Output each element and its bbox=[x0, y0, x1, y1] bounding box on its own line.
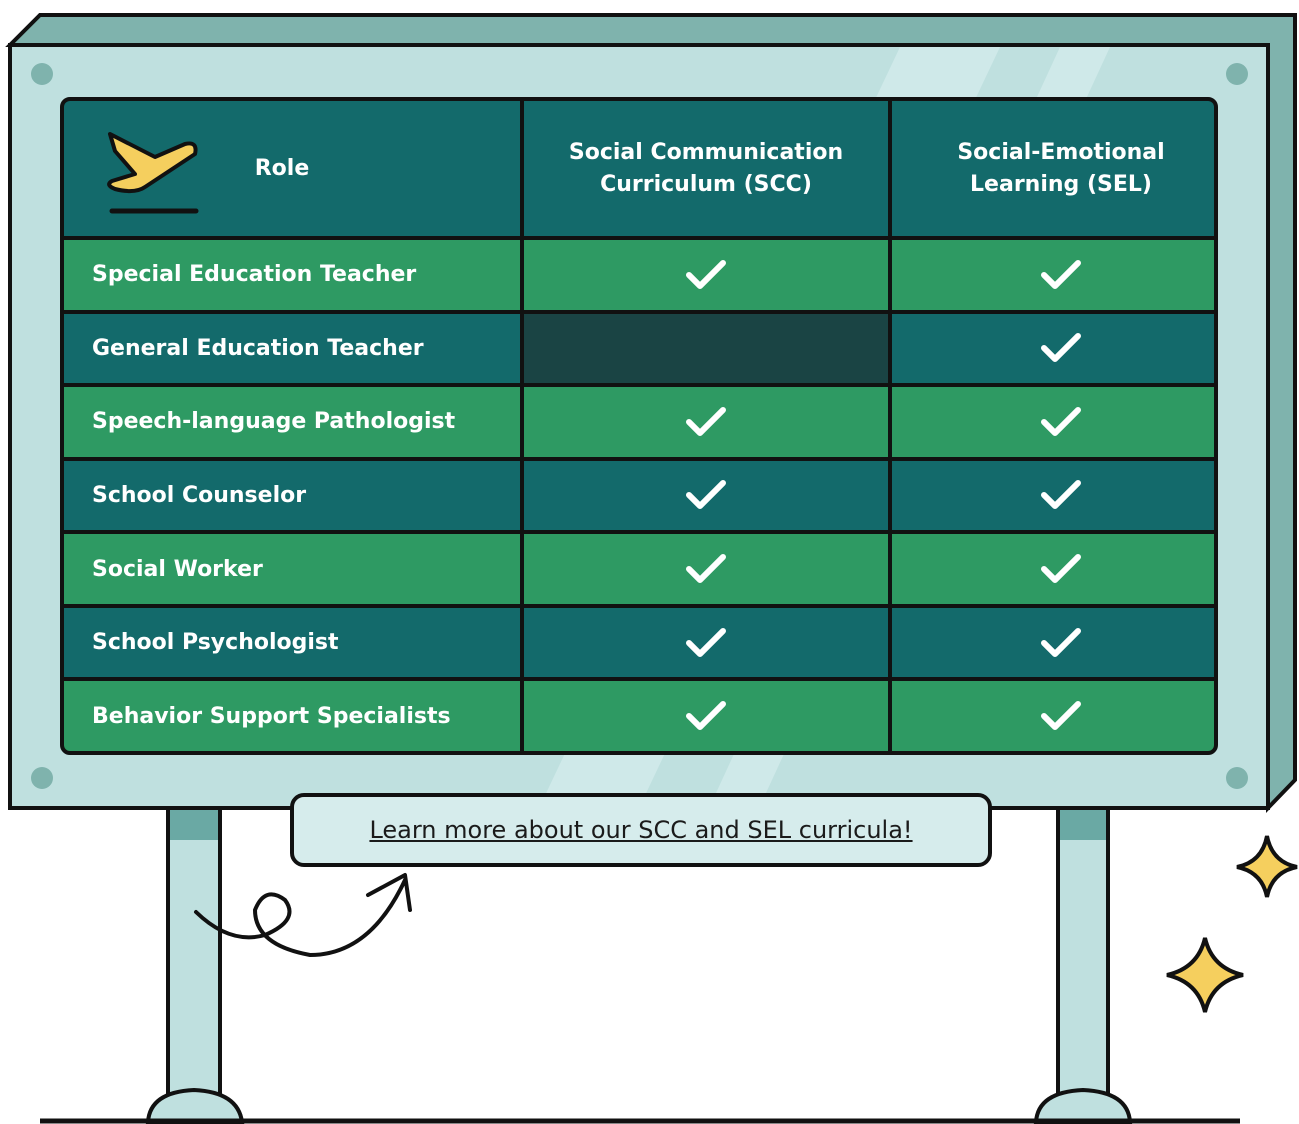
header-text: Social-Emotional Learning (SEL) bbox=[957, 139, 1165, 197]
role-cell: Social Worker bbox=[64, 534, 520, 604]
role-cell: General Education Teacher bbox=[64, 313, 520, 384]
plane-icon bbox=[107, 132, 199, 214]
role-cell: Special Education Teacher bbox=[64, 240, 520, 310]
check-cell bbox=[892, 240, 1214, 310]
role-cell: Behavior Support Specialists bbox=[64, 681, 520, 751]
check-cell bbox=[524, 607, 888, 678]
header-text: Role bbox=[254, 155, 310, 181]
check-cell bbox=[892, 460, 1214, 531]
check-cell bbox=[524, 387, 888, 457]
column-header: Social Communication Curriculum (SCC) bbox=[524, 101, 888, 236]
header-text: Social Communication Curriculum (SCC) bbox=[568, 139, 844, 197]
check-cell bbox=[892, 534, 1214, 604]
empty-cell bbox=[524, 313, 888, 384]
check-cell bbox=[524, 534, 888, 604]
check-cell bbox=[892, 681, 1214, 751]
role-cell: Speech-language Pathologist bbox=[64, 387, 520, 457]
check-cell bbox=[524, 681, 888, 751]
check-cell bbox=[524, 460, 888, 531]
check-cell bbox=[892, 607, 1214, 678]
roles-table: Role Social Communication Curriculum (SCC… bbox=[60, 97, 1218, 755]
column-header: Role bbox=[64, 101, 520, 236]
role-cell: School Counselor bbox=[64, 460, 520, 531]
check-cell bbox=[524, 240, 888, 310]
check-cell bbox=[892, 313, 1214, 384]
column-header: Social-Emotional Learning (SEL) bbox=[892, 101, 1214, 236]
check-cell bbox=[892, 387, 1214, 457]
role-cell: School Psychologist bbox=[64, 607, 520, 678]
learn-more-link[interactable]: Learn more about our SCC and SEL curricu… bbox=[369, 816, 913, 844]
